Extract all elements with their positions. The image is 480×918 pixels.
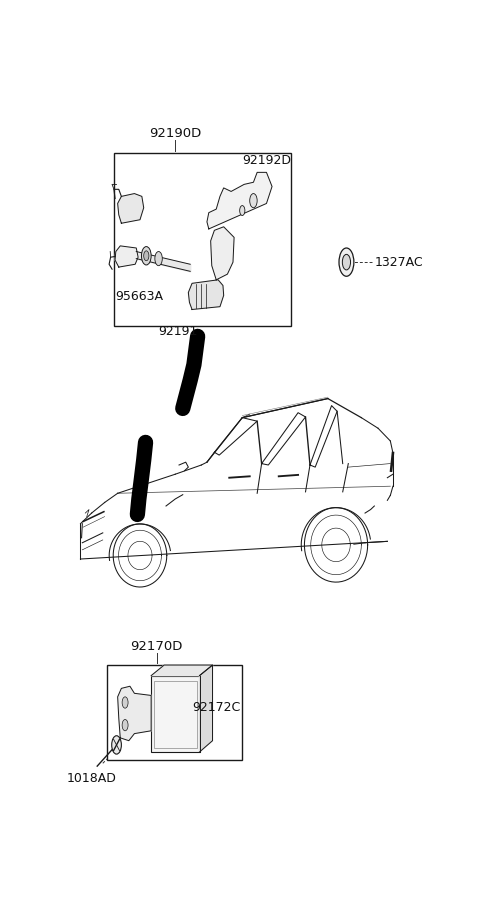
Circle shape	[122, 720, 128, 731]
Bar	[114, 152, 290, 326]
Polygon shape	[200, 665, 213, 752]
Polygon shape	[211, 227, 234, 280]
Text: 92191: 92191	[158, 325, 198, 338]
Polygon shape	[207, 173, 272, 229]
Polygon shape	[151, 665, 213, 676]
Text: 92172C: 92172C	[192, 701, 240, 714]
Circle shape	[155, 252, 162, 265]
Circle shape	[112, 735, 121, 754]
Bar	[151, 676, 200, 752]
Circle shape	[342, 254, 350, 270]
Text: 92190D: 92190D	[149, 127, 202, 140]
Circle shape	[142, 247, 151, 265]
Circle shape	[144, 251, 149, 261]
Polygon shape	[118, 687, 151, 741]
Bar	[107, 665, 242, 760]
Text: 1018AD: 1018AD	[67, 772, 117, 786]
Polygon shape	[188, 280, 224, 309]
Circle shape	[240, 206, 245, 216]
Polygon shape	[118, 194, 144, 223]
Bar	[154, 680, 197, 748]
Circle shape	[250, 194, 257, 207]
Circle shape	[339, 248, 354, 276]
Text: 95663A: 95663A	[115, 290, 163, 304]
Text: 1327AC: 1327AC	[374, 255, 423, 269]
Text: 92170D: 92170D	[131, 640, 183, 653]
Text: 92192D: 92192D	[242, 154, 291, 167]
Polygon shape	[115, 246, 138, 267]
Circle shape	[122, 697, 128, 708]
